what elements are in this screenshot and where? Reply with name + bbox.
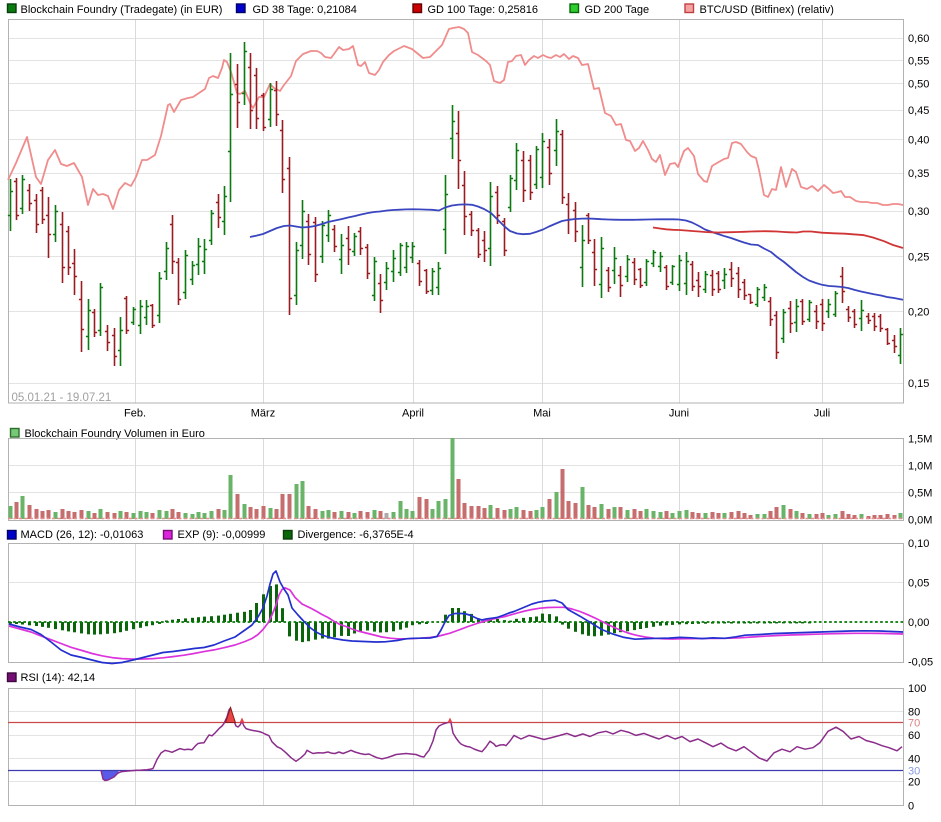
svg-text:RSI (14): 42,14: RSI (14): 42,14: [21, 672, 96, 684]
svg-text:0,45: 0,45: [908, 105, 929, 117]
svg-text:0,00: 0,00: [908, 617, 929, 629]
svg-text:EXP (9): -0,00999: EXP (9): -0,00999: [178, 529, 266, 541]
svg-text:Juni: Juni: [669, 408, 689, 420]
svg-text:BTC/USD (Bitfinex) (relativ): BTC/USD (Bitfinex) (relativ): [700, 4, 834, 16]
svg-text:20: 20: [908, 777, 920, 789]
svg-text:0,05: 0,05: [908, 578, 929, 590]
svg-text:Blockchain Foundry Volumen in: Blockchain Foundry Volumen in Euro: [25, 428, 205, 440]
svg-text:05.01.21 - 19.07.21: 05.01.21 - 19.07.21: [12, 392, 112, 404]
svg-text:80: 80: [908, 707, 920, 719]
svg-text:100: 100: [908, 683, 926, 695]
svg-text:30: 30: [908, 765, 920, 777]
svg-text:40: 40: [908, 753, 920, 765]
svg-text:Juli: Juli: [814, 408, 831, 420]
svg-text:0,55: 0,55: [908, 55, 929, 67]
svg-text:0,5M: 0,5M: [908, 488, 932, 500]
svg-text:70: 70: [908, 717, 920, 729]
svg-text:0,25: 0,25: [908, 252, 929, 264]
svg-text:0,20: 0,20: [908, 307, 929, 319]
svg-text:1,0M: 1,0M: [908, 461, 932, 473]
svg-text:1,5M: 1,5M: [908, 434, 932, 446]
svg-text:Feb.: Feb.: [124, 408, 146, 420]
svg-text:MACD (26, 12): -0,01063: MACD (26, 12): -0,01063: [21, 529, 144, 541]
svg-text:-0,05: -0,05: [908, 657, 933, 669]
svg-text:Divergence: -6,3765E-4: Divergence: -6,3765E-4: [298, 529, 414, 541]
svg-text:0,50: 0,50: [908, 78, 929, 90]
svg-text:0,60: 0,60: [908, 33, 929, 45]
svg-text:0: 0: [908, 801, 914, 813]
svg-text:0,30: 0,30: [908, 206, 929, 218]
svg-text:0,40: 0,40: [908, 135, 929, 147]
svg-text:0,0M: 0,0M: [908, 515, 932, 527]
svg-text:0,35: 0,35: [908, 168, 929, 180]
svg-text:GD 38 Tage: 0,21084: GD 38 Tage: 0,21084: [253, 4, 357, 16]
svg-text:Mai: Mai: [533, 408, 551, 420]
svg-text:April: April: [402, 408, 424, 420]
svg-text:0,15: 0,15: [908, 378, 929, 390]
svg-text:0,10: 0,10: [908, 538, 929, 550]
svg-text:60: 60: [908, 730, 920, 742]
svg-text:März: März: [251, 408, 275, 420]
svg-text:GD 200 Tage: GD 200 Tage: [585, 4, 650, 16]
svg-text:GD 100 Tage: 0,25816: GD 100 Tage: 0,25816: [428, 4, 539, 16]
svg-text:Blockchain Foundry (Tradegate): Blockchain Foundry (Tradegate) (in EUR): [21, 4, 223, 16]
